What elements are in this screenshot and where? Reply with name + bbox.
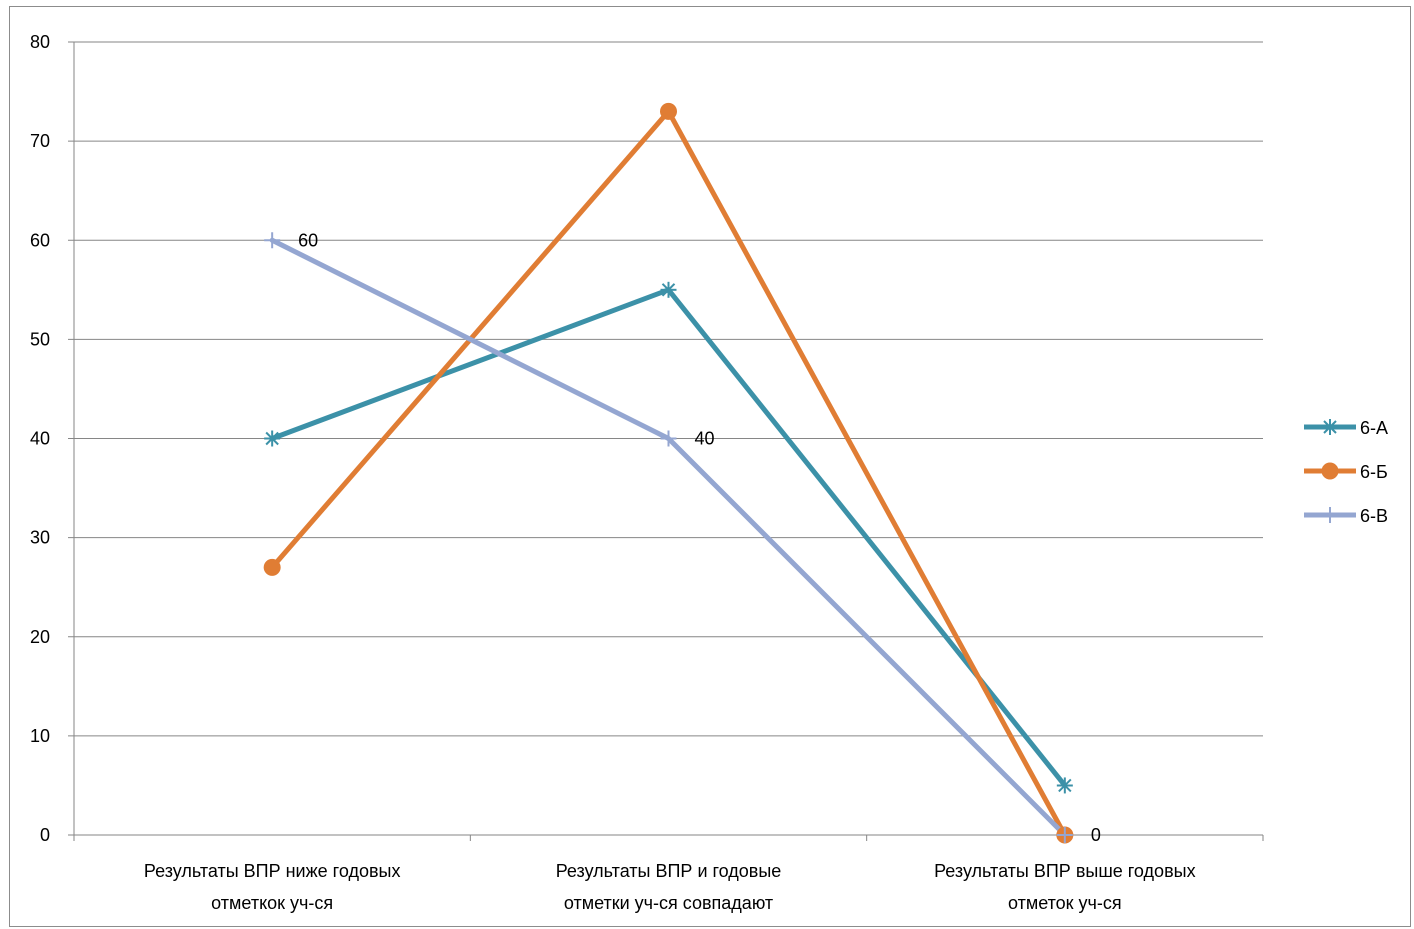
- y-tick-label: 60: [30, 230, 50, 250]
- y-tick-label: 50: [30, 329, 50, 349]
- legend-marker: [1321, 462, 1339, 480]
- chart-frame: [9, 6, 1411, 927]
- series-point-2: [1056, 827, 1073, 843]
- legend-label: 6-Б: [1360, 462, 1388, 482]
- y-tick-label: 40: [30, 429, 50, 449]
- data-label: 40: [695, 429, 715, 449]
- legend-label: 6-А: [1360, 418, 1388, 438]
- series-line-1: [269, 108, 1068, 838]
- y-tick-label: 20: [30, 627, 50, 647]
- x-category-label: отметкок уч-ся: [211, 893, 333, 913]
- series-point-2: [264, 232, 281, 249]
- series-point-0: [264, 430, 281, 447]
- y-tick-label: 70: [30, 131, 50, 151]
- x-category-label: отметки уч-ся совпадают: [564, 893, 773, 913]
- series-point-1: [660, 102, 677, 120]
- x-category-label: Результаты ВПР и годовые: [556, 861, 782, 881]
- series-point-0: [660, 281, 677, 298]
- legend-label: 6-В: [1360, 506, 1388, 526]
- y-tick-label: 80: [30, 32, 50, 52]
- x-category-label: отметок уч-ся: [1008, 893, 1122, 913]
- legend-marker: [1322, 419, 1338, 435]
- x-category-label: Результаты ВПР ниже годовых: [144, 861, 401, 881]
- data-label: 60: [298, 230, 318, 250]
- series-point-2: [660, 430, 677, 447]
- data-label: 0: [1091, 825, 1101, 845]
- y-tick-label: 0: [40, 825, 50, 845]
- y-tick-label: 10: [30, 726, 50, 746]
- series-point-0: [1056, 777, 1073, 794]
- series-point-1: [263, 558, 281, 576]
- x-category-label: Результаты ВПР выше годовых: [934, 861, 1196, 881]
- legend-marker: [1322, 507, 1338, 523]
- y-tick-label: 30: [30, 528, 50, 548]
